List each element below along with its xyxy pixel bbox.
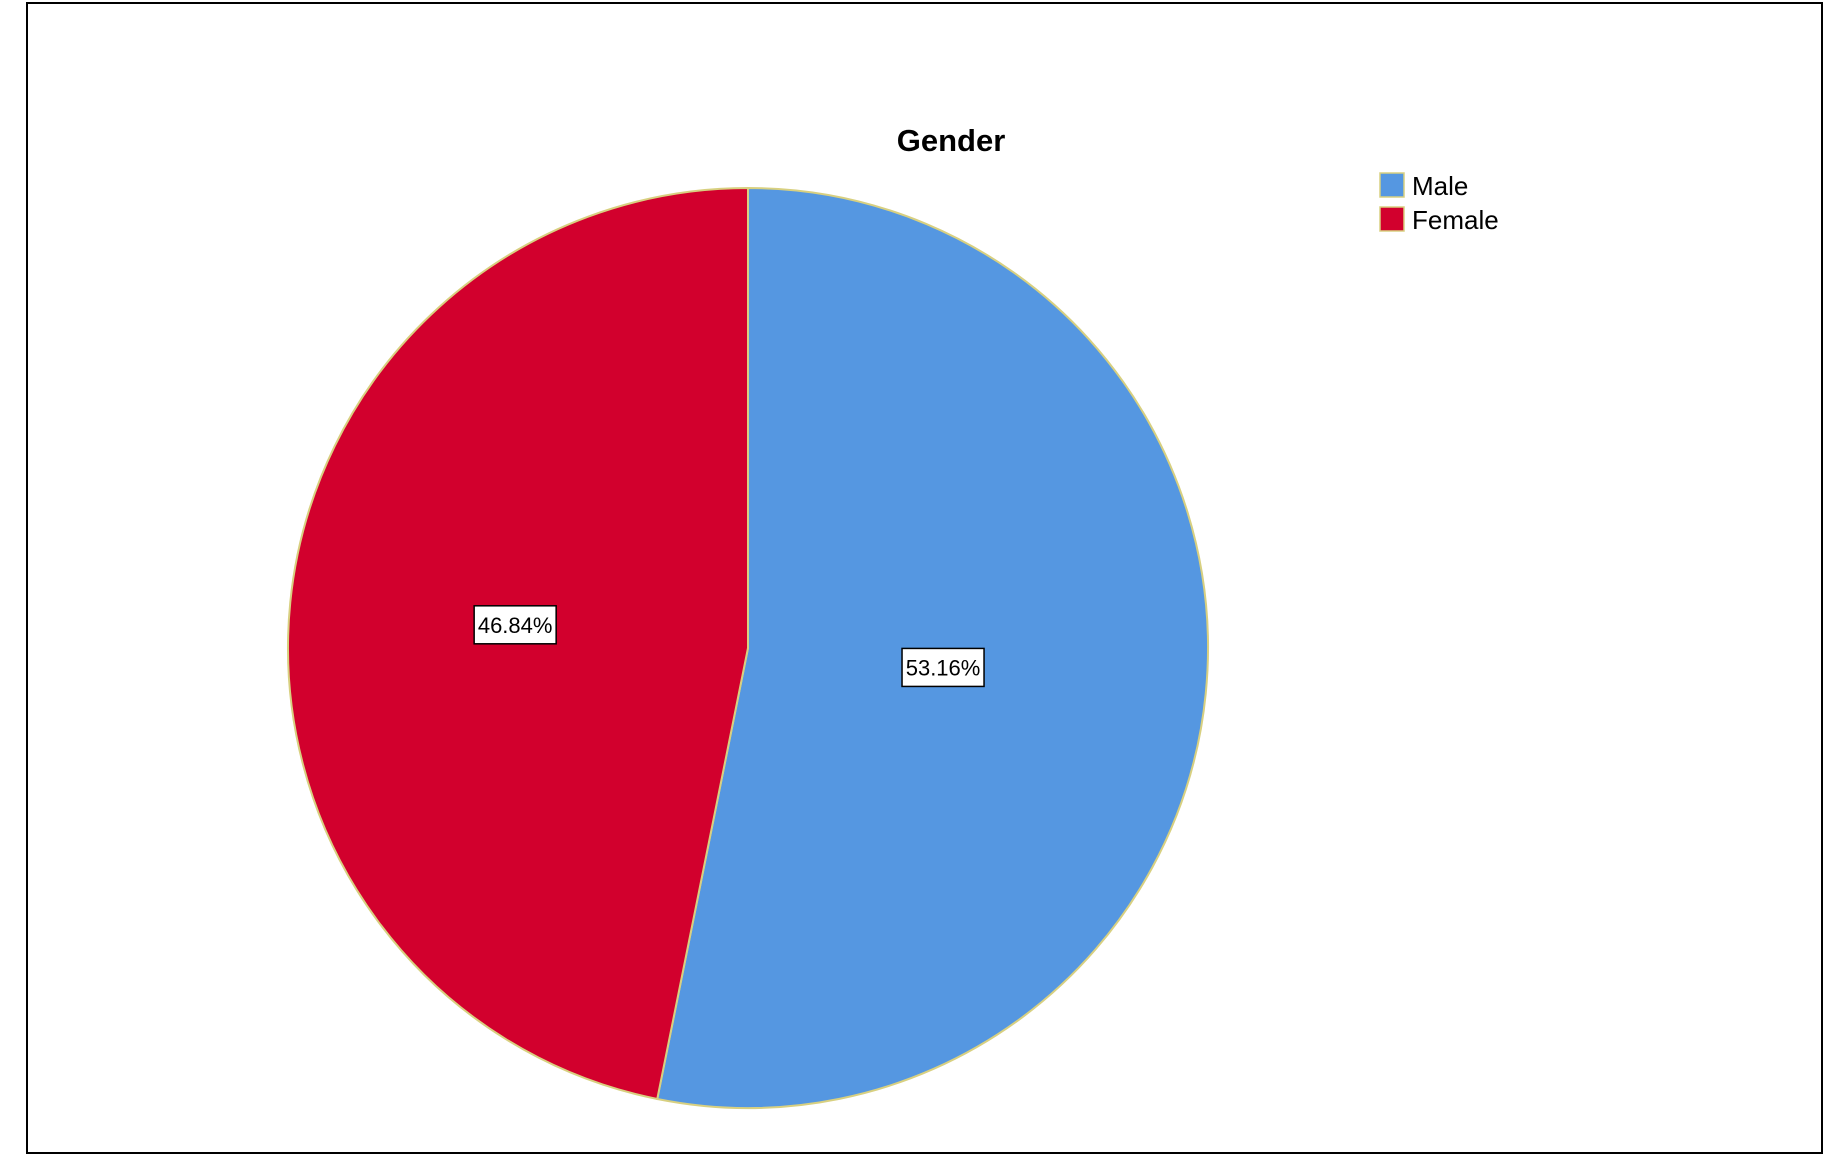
pie-slices <box>287 186 1209 1109</box>
legend-item-female: Female <box>1379 205 1499 235</box>
legend-label: Female <box>1412 205 1499 235</box>
legend: Male Female <box>1379 171 1499 235</box>
legend-item-male: Male <box>1379 171 1468 201</box>
legend-label: Male <box>1412 171 1468 201</box>
slice-labels: 53.16% 46.84% <box>473 605 985 688</box>
slice-label-female: 46.84% <box>473 605 557 645</box>
slice-label-male: 53.16% <box>901 647 985 688</box>
legend-swatch <box>1379 172 1405 198</box>
slice-label-box <box>473 605 557 645</box>
slice-label-box <box>901 647 985 688</box>
legend-swatch <box>1379 206 1405 232</box>
slice-label-text: 46.84% <box>478 613 553 638</box>
chart-title: Gender <box>897 123 1006 158</box>
slice-label-text: 53.16% <box>906 655 981 680</box>
